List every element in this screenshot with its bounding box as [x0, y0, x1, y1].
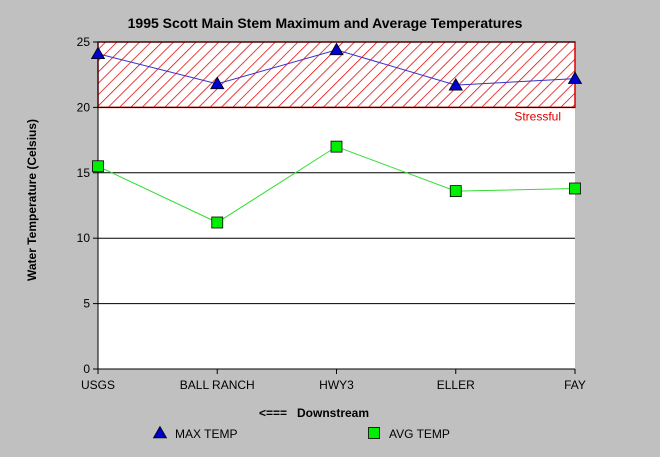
y-tick-label: 0	[83, 362, 90, 376]
max-temp-point	[329, 42, 344, 56]
y-tick-label: 15	[77, 166, 91, 180]
chart-title: 1995 Scott Main Stem Maximum and Average…	[128, 15, 523, 31]
legend-square-marker	[368, 427, 380, 439]
avg-temp-point	[449, 185, 462, 198]
max-temp-point	[210, 76, 225, 90]
x-tick-label: FAY	[564, 378, 586, 392]
avg-temp-point	[330, 140, 343, 153]
legend-triangle-marker	[152, 425, 168, 439]
max-temp-point	[90, 46, 106, 60]
legend-label: AVG TEMP	[389, 427, 450, 441]
y-axis-title: Water Temperature (Celsius)	[25, 119, 39, 281]
x-tick-label: USGS	[81, 378, 115, 392]
y-tick-label: 5	[83, 297, 90, 311]
avg-temp-point	[92, 160, 104, 173]
x-tick-label: ELLER	[437, 378, 475, 392]
legend-label: MAX TEMP	[175, 427, 237, 441]
avg-temp-point	[569, 182, 581, 195]
x-tick-label: HWY3	[319, 378, 354, 392]
x-axis-title: <=== Downstream	[259, 406, 369, 420]
avg-temp-point	[211, 216, 224, 229]
x-tick-label: BALL RANCH	[180, 378, 255, 392]
max-temp-point	[567, 71, 583, 84]
y-tick-label: 25	[77, 35, 91, 49]
max-temp-point	[448, 77, 463, 91]
y-tick-label: 20	[77, 100, 91, 114]
band-label: Stressful	[514, 109, 561, 123]
y-tick-label: 10	[77, 231, 91, 245]
